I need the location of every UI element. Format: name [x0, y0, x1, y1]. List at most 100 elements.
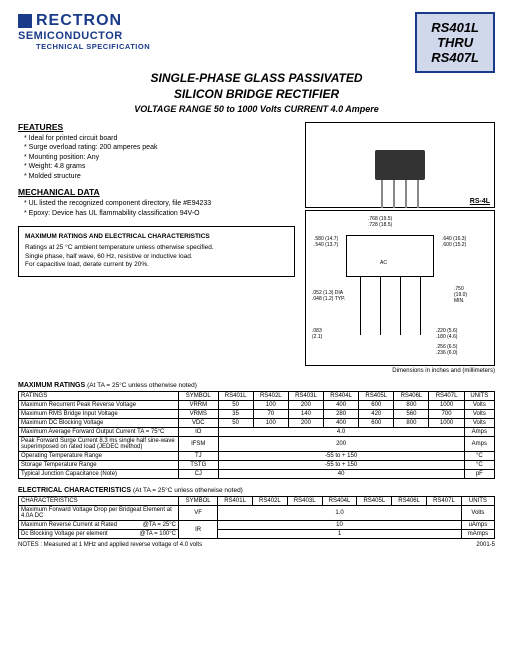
notes-left: NOTES : Measured at 1 MHz and applied re…: [18, 542, 202, 548]
table-cell: 280: [324, 410, 359, 419]
table-header: UNITS: [461, 497, 494, 506]
table2-title-text: ELECTRICAL CHARACTERISTICS: [18, 487, 131, 494]
table-cell: Volts: [461, 506, 494, 521]
table-cell: Maximum Forward Voltage Drop per Bridgea…: [19, 506, 179, 521]
table-cell: IR: [179, 521, 218, 539]
dimension-figure: .768 (19.5) .728 (18.5) .580 (14.7) .540…: [305, 210, 495, 366]
dim-text: .236 (6.0): [436, 351, 457, 356]
table-cell: Typical Junction Capacitance (Note): [19, 470, 179, 479]
table-row: Storage Temperature RangeTSTG-55 to + 15…: [19, 461, 495, 470]
table-cell: 100: [253, 401, 288, 410]
table-header: UNITS: [464, 392, 494, 401]
brand-sub: SEMICONDUCTOR: [18, 30, 150, 42]
table-cell: 1000: [429, 419, 464, 428]
table-cell: 1000: [429, 401, 464, 410]
dimension-caption: Dimensions in inches and (millimeters): [305, 368, 495, 374]
table-row: Operating Temperature RangeTJ-55 to + 15…: [19, 452, 495, 461]
dim-text: .048 (1.2) TYP.: [312, 297, 345, 302]
features-list: * Ideal for printed circuit board * Surg…: [24, 134, 295, 181]
table-cell: Volts: [464, 419, 494, 428]
mech-item: * Epoxy: Device has UL flammability clas…: [24, 209, 295, 218]
table-cell: 50: [218, 401, 253, 410]
mech-heading: MECHANICAL DATA: [18, 187, 295, 197]
table-cell: 200: [288, 401, 323, 410]
table-cell: uAmps: [461, 521, 494, 530]
table-header: RATINGS: [19, 392, 179, 401]
part-line3: RS407L: [431, 50, 479, 65]
charbox-line: For capacitive load, derate current by 2…: [25, 261, 288, 270]
table-header: SYMBOL: [179, 392, 219, 401]
mech-list: * UL listed the recognized component dir…: [24, 199, 295, 218]
table-cell: 600: [359, 419, 394, 428]
table1-note: (At TA = 25°C unless otherwise noted): [87, 382, 197, 389]
feature-item: * Molded structure: [24, 172, 295, 181]
part-number-box: RS401L THRU RS407L: [415, 12, 495, 73]
table-cell: pF: [464, 470, 494, 479]
table-cell: 200: [288, 419, 323, 428]
table-cell: 35: [218, 410, 253, 419]
title-line1: SINGLE-PHASE GLASS PASSIVATED: [18, 71, 495, 85]
table-header: RS402L: [253, 392, 288, 401]
package-label: RS-4L: [470, 198, 490, 205]
table-cell: Volts: [464, 410, 494, 419]
table-cell: IFSM: [179, 437, 219, 452]
dim-text: .180 (4.6): [436, 335, 457, 340]
table-row: Maximum Forward Voltage Drop per Bridgea…: [19, 506, 495, 521]
table-header: RS403L: [287, 497, 322, 506]
feature-item: * Weight: 4.8 grams: [24, 162, 295, 171]
table-cell: 10: [218, 521, 462, 530]
table-cell: mAmps: [461, 530, 494, 539]
feature-item: * Ideal for printed circuit board: [24, 134, 295, 143]
table-row: Maximum Reverse Current at Rated@TA = 25…: [19, 521, 495, 530]
notes-right: 2001-5: [476, 542, 495, 548]
table1-title: MAXIMUM RATINGS (At TA = 25°C unless oth…: [18, 382, 495, 389]
dim-text: .600 (15.2): [442, 243, 466, 248]
table-cell: 40: [218, 470, 464, 479]
table-cell: Maximum DC Blocking Voltage: [19, 419, 179, 428]
table-cell: 4.0: [218, 428, 464, 437]
part-line2: THRU: [431, 35, 479, 50]
table-cell: 700: [429, 410, 464, 419]
table-header: RS405L: [359, 392, 394, 401]
footer-notes: NOTES : Measured at 1 MHz and applied re…: [18, 542, 495, 548]
table-cell: VF: [179, 506, 218, 521]
table-header: SYMBOL: [179, 497, 218, 506]
table-cell: 50: [218, 419, 253, 428]
subtitle: VOLTAGE RANGE 50 to 1000 Volts CURRENT 4…: [18, 104, 495, 114]
table-row: Maximum Recurrent Peak Reverse VoltageVR…: [19, 401, 495, 410]
mech-item: * UL listed the recognized component dir…: [24, 199, 295, 208]
table-header: RS405L: [357, 497, 392, 506]
table-header: RS403L: [288, 392, 323, 401]
table-row: Peak Forward Surge Current 8.3 ms single…: [19, 437, 495, 452]
table-cell: 800: [394, 401, 429, 410]
characteristics-box: MAXIMUM RATINGS AND ELECTRICAL CHARACTER…: [18, 226, 295, 277]
table-cell: 1.0: [218, 506, 462, 521]
table-cell: TJ: [179, 452, 219, 461]
dim-text: (2.1): [312, 335, 322, 340]
table-cell: Amps: [464, 428, 494, 437]
brand-spec: TECHNICAL SPECIFICATION: [36, 42, 150, 51]
part-line1: RS401L: [431, 20, 479, 35]
table-cell: °C: [464, 461, 494, 470]
table-row: Maximum Average Forward Output Current T…: [19, 428, 495, 437]
dim-text: .540 (13.7): [314, 243, 338, 248]
charbox-line: Single phase, half wave, 60 Hz, resistiv…: [25, 253, 288, 262]
table-row: Maximum DC Blocking VoltageVDC5010020040…: [19, 419, 495, 428]
table-cell: 600: [359, 401, 394, 410]
table-cell: 70: [253, 410, 288, 419]
table-cell: Operating Temperature Range: [19, 452, 179, 461]
table-cell: 420: [359, 410, 394, 419]
table-row: Dc Blocking Voltage per element@TA = 100…: [19, 530, 495, 539]
table-cell: Dc Blocking Voltage per element@TA = 100…: [19, 530, 179, 539]
table-header: RS402L: [252, 497, 287, 506]
table-header: CHARACTERISTICS: [19, 497, 179, 506]
elec-char-table: CHARACTERISTICSSYMBOLRS401LRS402LRS403LR…: [18, 496, 495, 539]
max-ratings-table: RATINGSSYMBOLRS401LRS402LRS403LRS404LRS4…: [18, 391, 495, 479]
table-cell: IO: [179, 428, 219, 437]
table-cell: 400: [324, 419, 359, 428]
table-cell: 1: [218, 530, 462, 539]
table-header: RS407L: [427, 497, 462, 506]
table-cell: 200: [218, 437, 464, 452]
table-cell: Amps: [464, 437, 494, 452]
features-heading: FEATURES: [18, 122, 295, 132]
